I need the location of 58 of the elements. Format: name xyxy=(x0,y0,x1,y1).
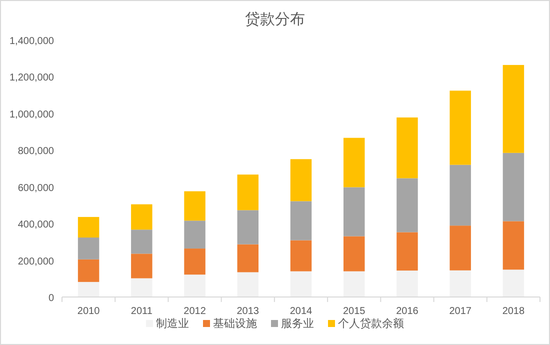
x-tick-label: 2010 xyxy=(77,306,100,317)
legend-label: 基础设施 xyxy=(213,317,257,330)
bar xyxy=(396,270,418,297)
bar xyxy=(290,271,312,297)
bar xyxy=(78,282,100,297)
bar xyxy=(343,271,365,297)
bar xyxy=(502,64,524,153)
x-tick-label: 2014 xyxy=(290,306,313,317)
chart-title: 贷款分布 xyxy=(245,11,305,28)
bar xyxy=(502,270,524,297)
x-tick-label: 2018 xyxy=(502,306,526,317)
y-tick-label: 800,000 xyxy=(18,146,54,158)
legend-label: 服务业 xyxy=(281,317,314,330)
bar xyxy=(184,220,206,249)
y-tick-label: 1,000,000 xyxy=(10,109,54,120)
x-tick-label: 2016 xyxy=(396,306,419,317)
bar xyxy=(131,204,152,230)
bar xyxy=(237,174,259,210)
bar xyxy=(184,191,206,221)
bar xyxy=(450,164,471,226)
bar xyxy=(396,117,418,178)
bar xyxy=(290,240,312,272)
y-tick-label: 600,000 xyxy=(18,182,54,194)
bar xyxy=(184,248,206,275)
y-tick-label: 200,000 xyxy=(18,256,54,268)
x-tick-label: 2015 xyxy=(342,306,366,317)
y-tick-label: 0 xyxy=(48,293,54,304)
bar xyxy=(450,226,471,270)
legend-label: 个人贷款余额 xyxy=(338,317,404,330)
bar xyxy=(450,90,471,165)
x-tick-label: 2012 xyxy=(184,306,206,317)
bar xyxy=(343,138,365,188)
bar xyxy=(502,152,524,222)
legend-label: 制造业 xyxy=(156,317,189,330)
bar xyxy=(131,230,152,254)
bar xyxy=(450,270,471,297)
bar xyxy=(131,278,152,297)
bar xyxy=(78,259,100,282)
bar xyxy=(237,272,259,297)
bar xyxy=(78,216,100,238)
x-tick-label: 2011 xyxy=(130,306,153,317)
y-tick-label: 1,400,000 xyxy=(10,36,54,47)
y-tick-label: 1,200,000 xyxy=(10,72,54,84)
bar xyxy=(396,232,418,271)
bar xyxy=(343,187,365,236)
bar xyxy=(290,201,312,240)
bar xyxy=(131,254,152,278)
x-tick-label: 2017 xyxy=(449,306,472,317)
x-tick-label: 2013 xyxy=(236,306,260,317)
y-tick-label: 400,000 xyxy=(18,220,54,231)
bar xyxy=(237,244,259,272)
bar xyxy=(290,159,312,202)
bar xyxy=(237,210,259,244)
bar xyxy=(396,178,418,232)
bar xyxy=(502,221,524,270)
bar xyxy=(343,236,365,272)
bar xyxy=(78,238,100,260)
bar xyxy=(184,274,206,297)
